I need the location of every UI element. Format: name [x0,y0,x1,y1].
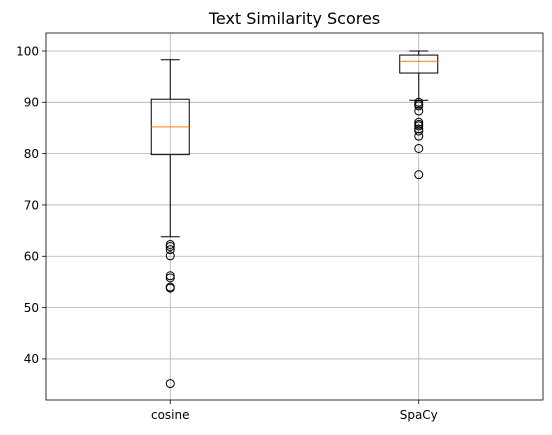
box-SpaCy [399,50,439,180]
y-tick-label: 40 [24,352,39,366]
box-cosine [150,59,190,389]
outlier-point [414,101,424,111]
iqr-box [399,54,439,74]
axes: 40 50 60 70 80 90 100 cosine SpaCy [16,32,544,422]
outlier-point [414,170,424,180]
outlier-point [165,245,175,255]
outlier-point [414,126,424,136]
x-tick-label: SpaCy [400,408,438,422]
outlier-point [414,143,424,153]
outlier-point [414,106,424,116]
plot-frame [45,32,544,401]
y-tick-label: 80 [24,147,39,161]
y-tick-label: 100 [16,44,39,58]
outlier-point [165,251,175,261]
y-tick-label: 60 [24,250,39,264]
y-tick-label: 70 [24,198,39,212]
outlier-point [414,121,424,131]
outlier-point [165,379,175,389]
chart-title: Text Similarity Scores [208,9,380,28]
outlier-point [165,283,175,293]
grid-lines [46,33,543,400]
x-tick-label: cosine [151,408,190,422]
y-tick-label: 90 [24,96,39,110]
outlier-point [414,131,424,141]
outlier-point [165,242,175,252]
outlier-point [165,273,175,283]
y-tick-label: 50 [24,301,39,315]
plot-area [150,50,439,389]
